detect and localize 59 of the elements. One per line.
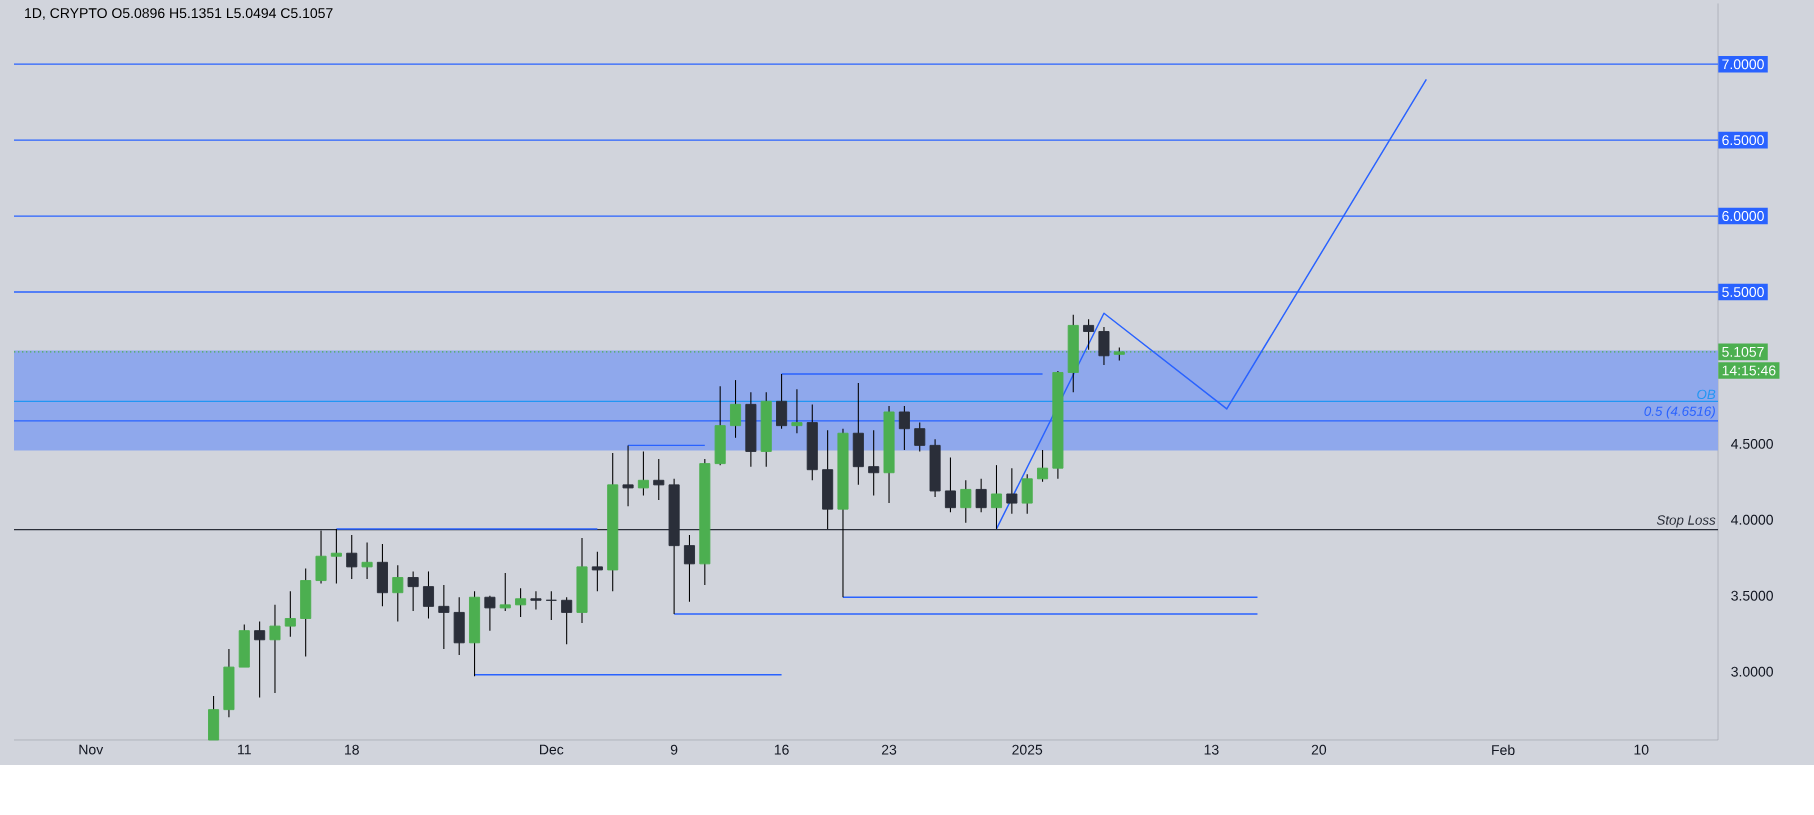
x-tick-label: 9 (670, 744, 678, 755)
candlestick (515, 587, 527, 618)
x-tick-label: Dec (540, 744, 564, 755)
candlestick (898, 405, 910, 451)
candlestick (1037, 449, 1049, 483)
candlestick (438, 584, 450, 650)
candlestick (653, 458, 665, 501)
y-tick-label: 3.0000 (1731, 666, 1773, 677)
ref-line-label: OB (1697, 389, 1716, 400)
candlestick (392, 564, 404, 623)
x-tick-label: 10 (1634, 744, 1649, 755)
candlestick (990, 464, 1003, 530)
x-tick-label: Feb (1492, 744, 1515, 755)
candlestick (269, 604, 281, 694)
candlestick (944, 456, 956, 513)
candlestick (407, 570, 419, 612)
ref-line-label: 5.1057 (1722, 346, 1764, 357)
candlestick (530, 590, 542, 610)
x-tick-label: 11 (238, 744, 251, 755)
x-tick-label: 16 (774, 744, 789, 755)
candlestick (791, 388, 803, 434)
ref-line-label: Stop Loss (1656, 515, 1716, 528)
x-tick-label: 13 (1204, 744, 1219, 755)
candlestick (1006, 467, 1018, 515)
x-tick-label: 2025 (1012, 744, 1043, 755)
candlestick (591, 551, 603, 592)
ref-line-label: 6.5000 (1722, 135, 1764, 146)
y-tick-label: 4.0000 (1731, 514, 1773, 525)
candlestick (683, 534, 695, 603)
candlestick (361, 542, 373, 580)
candlestick (1083, 318, 1095, 351)
candlestick (545, 590, 557, 621)
candlestick (729, 379, 742, 439)
candlestick (484, 595, 496, 632)
candlestick (637, 450, 649, 497)
candlestick (254, 621, 266, 699)
candlestick (284, 590, 296, 638)
candlestick (914, 422, 926, 452)
y-tick-label: 4.5000 (1731, 438, 1773, 449)
ref-line-label: 5.5000 (1722, 287, 1764, 297)
x-tick-label: 18 (345, 744, 359, 755)
candlestick (499, 572, 511, 612)
ref-line-label: 0.5 (4.6516) (1644, 406, 1715, 419)
chart-title: 1D, CRYPTO O5.0896 H5.1351 L5.0494 C5.1057 (25, 8, 333, 20)
candlestick (422, 570, 435, 620)
ref-line-label: 6.0000 (1722, 211, 1764, 222)
candlestick (960, 479, 972, 524)
candlestick (622, 444, 634, 507)
x-tick-label: 23 (881, 744, 897, 755)
candlestick (868, 429, 880, 497)
candlestick (346, 534, 358, 580)
text: 14:15:46 (1722, 365, 1776, 376)
x-tick-label: 20 (1311, 744, 1327, 755)
candlestick (561, 596, 573, 645)
candlestick (330, 528, 342, 585)
ref-line-label: 7.0000 (1722, 59, 1764, 70)
candlestick (975, 478, 987, 513)
x-tick-label: Nov (79, 744, 104, 755)
y-tick-label: 3.5000 (1731, 590, 1773, 601)
